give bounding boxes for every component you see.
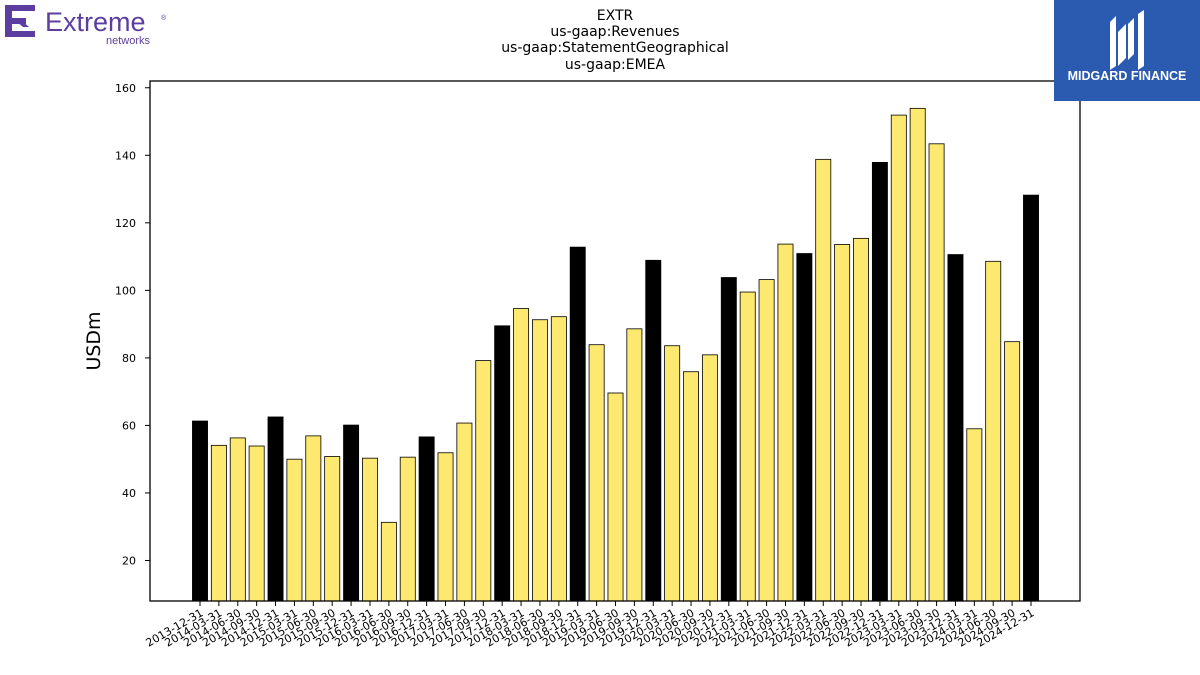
extreme-networks-logo: Extreme ® networks [5,5,167,47]
bar-2014-06-30 [229,437,246,602]
bar-2014-12-31 [267,416,284,602]
bar-2018-09-30 [550,316,567,602]
bar-2017-12-31 [494,325,511,602]
bar-2016-03-31 [362,457,378,602]
bar-2021-03-31 [739,291,756,602]
bar-2017-09-30 [475,360,492,602]
y-tick-label: 120 [115,217,136,230]
chart-title: EXTR us-gaap:Revenues us-gaap:StatementG… [501,8,729,73]
title-line-1: EXTR [597,8,634,24]
y-axis-ticks: 20 40 60 80 100 120 140 160 [115,82,150,567]
y-tick-label: 160 [115,82,136,95]
bar-2014-03-31 [210,444,227,602]
y-tick-label: 80 [122,352,136,365]
bar-2024-09-30 [1004,341,1021,602]
title-line-2: us-gaap:Revenues [550,24,679,40]
y-tick-label: 60 [122,419,136,432]
bar-2024-12-31 [1023,194,1039,602]
bar-2020-09-30 [701,354,718,602]
bar-2023-03-31 [890,114,907,602]
y-tick-label: 100 [115,284,136,297]
logo-background [1054,0,1200,101]
plot-frame [149,80,1081,602]
bar-2019-03-31 [588,344,605,602]
bar-2019-06-30 [607,392,624,602]
bar-2022-09-30 [853,237,869,602]
bar-2017-06-30 [456,422,473,602]
bar-2023-06-30 [909,107,926,602]
bar-2015-12-31 [343,424,360,602]
bar-2024-06-30 [985,260,1002,602]
logo-sub: networks [106,35,151,47]
extreme-e-icon [5,5,35,37]
bar-2023-09-30 [928,143,945,602]
bar-2020-03-31 [664,345,681,602]
bar-2015-09-30 [324,456,341,602]
x-axis-ticks: 2013-12-312014-03-312014-06-302014-09-30… [144,601,1037,650]
bar-2013-12-31 [192,420,208,602]
bar-2021-12-31 [796,253,813,602]
logo-text: MIDGARD FINANCE [1068,69,1187,83]
midgard-m-icon [1110,10,1144,70]
bar-2018-03-31 [513,308,530,602]
bar-2019-12-31 [645,259,662,602]
bar-2015-03-31 [286,458,303,602]
bar-2021-09-30 [777,243,794,602]
y-axis-label: USDm [83,311,105,370]
bar-2020-06-30 [683,371,699,602]
logo-word: Extreme [45,7,146,37]
logo-trademark: ® [161,14,167,22]
bar-2022-12-31 [871,161,888,602]
bar-2023-12-31 [947,254,964,602]
bar-2018-06-30 [532,319,548,602]
bar-2016-09-30 [399,456,416,602]
title-line-3: us-gaap:StatementGeographical [501,40,729,56]
bar-2018-12-31 [569,246,586,602]
bar-2015-06-30 [305,435,322,602]
bar-2021-06-30 [758,279,775,602]
bar-2019-09-30 [626,328,643,602]
y-tick-label: 140 [115,149,136,162]
bar-2022-03-31 [815,158,832,602]
y-tick-label: 40 [122,487,136,500]
bar-2022-06-30 [834,244,851,602]
bar-2017-03-31 [437,452,454,602]
bar-2016-12-31 [418,436,435,602]
bar-2024-03-31 [966,428,983,602]
bars-group [192,107,1039,602]
midgard-finance-logo: MIDGARD FINANCE [1054,0,1200,101]
title-line-4: us-gaap:EMEA [565,57,666,73]
y-tick-label: 20 [122,554,136,567]
bar-2014-09-30 [248,445,265,602]
bar-2020-12-31 [720,277,737,602]
bar-2016-06-30 [380,521,397,602]
